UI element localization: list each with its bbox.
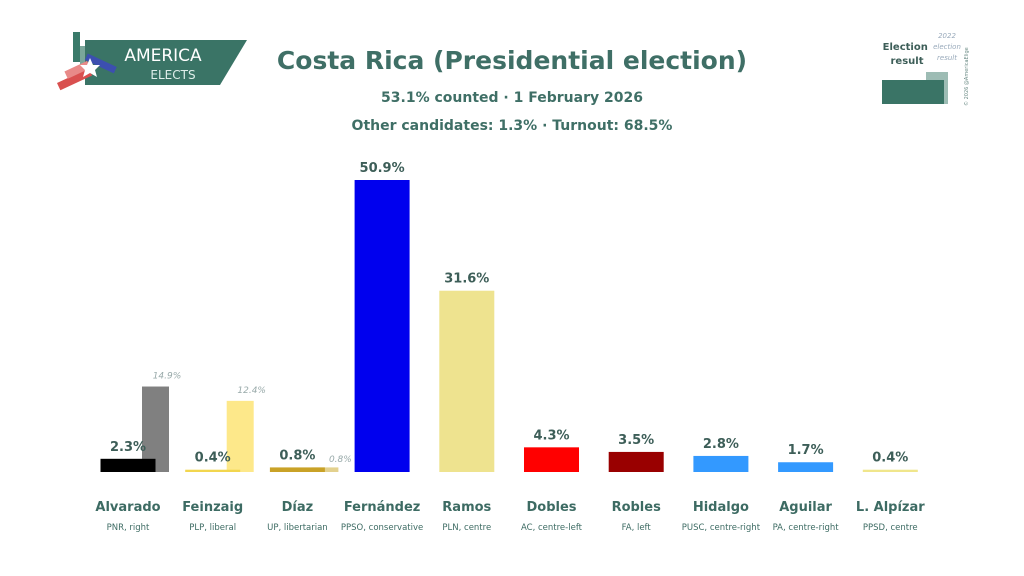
bar (693, 455, 749, 472)
value-label: 2.8% (703, 437, 739, 452)
svg-text:AMERICA: AMERICA (124, 46, 202, 66)
candidate-name: Robles (612, 500, 662, 515)
value-label: 4.3% (533, 428, 569, 443)
value-label: 3.5% (618, 433, 654, 448)
bar (269, 467, 325, 472)
party-label: PUSC, centre-right (682, 523, 761, 533)
candidate-name: Dobles (526, 500, 576, 515)
bar (778, 462, 834, 472)
value-label: 50.9% (360, 161, 405, 176)
value-label: 0.4% (872, 451, 908, 466)
candidate-name: Aguilar (779, 500, 832, 515)
party-label: PPSD, centre (863, 523, 918, 533)
candidate-name: Hidalgo (693, 500, 749, 515)
previous-bar (226, 400, 254, 472)
chart-subtitle: 53.1% counted · 1 February 2026 (381, 90, 643, 106)
value-label: 31.6% (444, 272, 489, 287)
previous-value-label: 12.4% (237, 386, 266, 396)
previous-bar (142, 386, 169, 472)
copyright: © 2026 @AmericaElige (963, 47, 970, 106)
legend-previous-label: 2022 election result (933, 32, 961, 62)
candidate-name: Feinzaig (182, 500, 243, 515)
value-label: 0.4% (195, 451, 231, 466)
candidate-name: Alvarado (95, 500, 160, 515)
party-label: AC, centre-left (521, 523, 583, 533)
candidate-name: Díaz (282, 500, 314, 515)
bar (439, 290, 495, 472)
party-label: UP, libertarian (267, 523, 328, 533)
value-label: 1.7% (788, 443, 824, 458)
america-elects-logo: AMERICA ELECTS (56, 32, 247, 91)
svg-text:Election result: Election result (883, 42, 932, 67)
candidate-name: Ramos (442, 500, 491, 515)
previous-value-label: 0.8% (329, 455, 352, 465)
party-label: PLP, liberal (189, 523, 236, 533)
party-label: PNR, right (107, 523, 150, 533)
party-label: PLN, centre (442, 523, 491, 533)
bar (354, 180, 410, 472)
party-label: PA, centre-right (773, 523, 840, 533)
party-label: PPSO, conservative (341, 523, 423, 533)
value-label: 0.8% (279, 448, 315, 463)
bar (185, 469, 241, 472)
bar (862, 469, 918, 472)
bar (100, 458, 156, 472)
bar (608, 451, 664, 472)
value-label: 2.3% (110, 440, 146, 455)
legend: Election result 2022 election result © 202… (882, 32, 970, 106)
candidate-name: Fernández (344, 500, 421, 515)
previous-value-label: 14.9% (153, 372, 182, 382)
bar (524, 447, 579, 472)
candidate-name: L. Alpízar (856, 500, 925, 515)
chart-subtitle-2: Other candidates: 1.3% · Turnout: 68.5% (351, 118, 673, 134)
svg-text:ELECTS: ELECTS (150, 68, 195, 82)
chart-title: Costa Rica (Presidential election) (276, 46, 748, 75)
legend-current-label: Election (883, 42, 928, 53)
party-label: FA, left (622, 523, 652, 533)
